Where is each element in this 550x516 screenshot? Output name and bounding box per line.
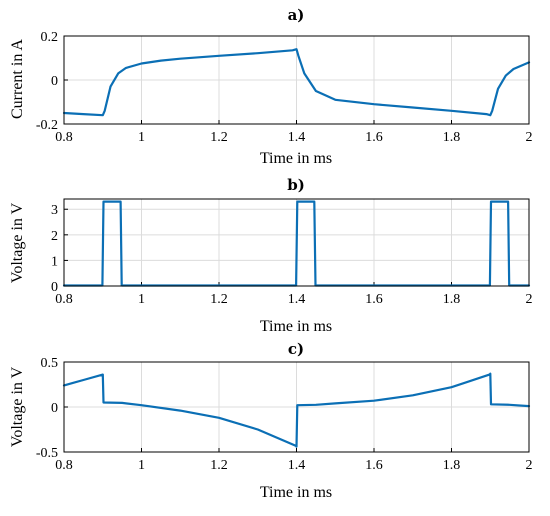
panel-c-ytick-label-0: -0.5 xyxy=(36,446,58,461)
panel-c-xtick-label-0: 0.8 xyxy=(55,458,73,473)
panel-b-xtick-label-6: 2 xyxy=(526,292,533,307)
panel-a-xtick-label-0: 0.8 xyxy=(55,130,73,145)
panel-b-title: b) xyxy=(287,176,305,194)
panel-b-ytick-label-1: 1 xyxy=(51,254,58,269)
panel-b-ylabel: Voltage in V xyxy=(9,202,26,283)
panel-b-xtick-label-1: 1 xyxy=(138,292,145,307)
panel-b-xtick-label-3: 1.4 xyxy=(288,292,306,307)
panel-c-xtick-label-1: 1 xyxy=(138,458,145,473)
panel-b-xtick-label-0: 0.8 xyxy=(55,292,73,307)
panel-b-xtick-label-2: 1.2 xyxy=(210,292,228,307)
panel-a-ylabel: Current in A xyxy=(9,39,26,119)
panel-a-title: a) xyxy=(288,6,305,24)
panel-a: a) Current in A Time in ms 0.8 1 1.2 1.4 1.6… xyxy=(9,6,533,167)
panel-a-ytick-label-2: 0.2 xyxy=(41,30,59,45)
panel-a-xtick-label-4: 1.6 xyxy=(365,130,383,145)
panel-a-xtick-label-5: 1.8 xyxy=(443,130,461,145)
panel-a-xtick-label-6: 2 xyxy=(526,130,533,145)
panel-c-series-line-0 xyxy=(62,372,531,448)
panel-a-ytick-label-0: -0.2 xyxy=(36,118,58,133)
panel-c-xtick-label-4: 1.6 xyxy=(365,458,383,473)
panel-a-plot: 0.8 1 1.2 1.4 1.6 1.8 2 -0.2 0 0.2 xyxy=(36,30,533,145)
panel-c-xtick-label-3: 1.4 xyxy=(288,458,306,473)
panel-b-xtick-label-5: 1.8 xyxy=(443,292,461,307)
panel-c-xlabel: Time in ms xyxy=(260,484,332,501)
panel-b-xtick-label-4: 1.6 xyxy=(365,292,383,307)
panel-a-xtick-label-3: 1.4 xyxy=(288,130,306,145)
panel-b-frame xyxy=(63,198,530,287)
panel-c-xtick-label-2: 1.2 xyxy=(210,458,228,473)
panel-b-ytick-label-3: 3 xyxy=(51,203,58,218)
panel-b-xlabel: Time in ms xyxy=(260,318,332,335)
panel-a-xtick-label-2: 1.2 xyxy=(210,130,228,145)
panel-c-title: c) xyxy=(288,340,304,358)
panel-c-ytick-label-2: 0.5 xyxy=(41,356,59,371)
panel-c-ylabel: Voltage in V xyxy=(9,366,26,447)
panel-c-xtick-label-5: 1.8 xyxy=(443,458,461,473)
panel-a-xlabel: Time in ms xyxy=(260,150,332,167)
panel-c-plot: 0.8 1 1.2 1.4 1.6 1.8 2 -0.5 0 0.5 xyxy=(36,356,533,473)
panel-b-plot: 0.8 1 1.2 1.4 1.6 1.8 2 0 1 2 3 xyxy=(51,198,533,307)
panel-a-frame xyxy=(63,35,530,125)
panel-c-xtick-label-6: 2 xyxy=(526,458,533,473)
panel-a-xtick-label-1: 1 xyxy=(138,130,145,145)
panel-b: b) Voltage in V Time in ms 0.8 1 1.2 1.4 1.6… xyxy=(9,176,533,335)
panel-c-ytick-label-1: 0 xyxy=(51,401,58,416)
panel-c: c) Voltage in V Time in ms 0.8 1 1.2 1.4 1.6… xyxy=(9,340,533,501)
panel-a-series-line-0 xyxy=(62,48,531,117)
panel-c-frame xyxy=(63,361,530,453)
panel-b-ytick-label-2: 2 xyxy=(51,229,58,244)
panel-b-series-line-0 xyxy=(62,200,531,287)
panel-a-ytick-label-1: 0 xyxy=(51,74,58,89)
panel-b-ytick-label-0: 0 xyxy=(51,280,58,295)
